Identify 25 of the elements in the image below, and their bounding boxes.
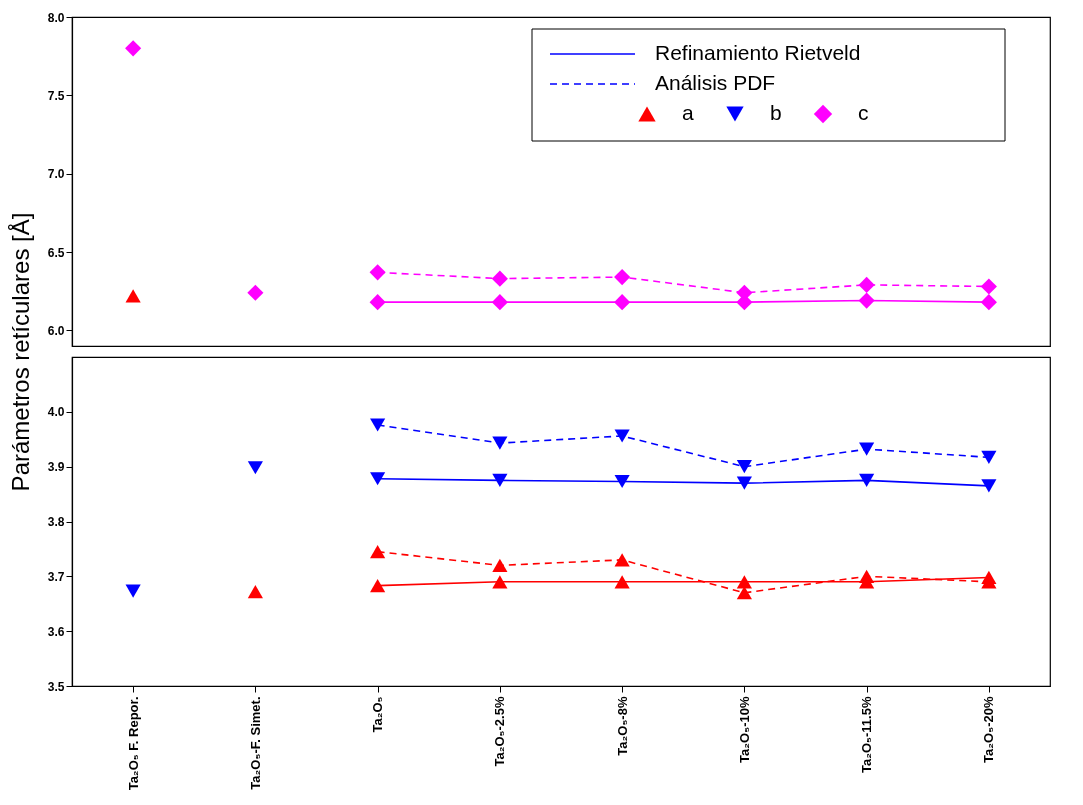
y-tick-label: 8.0 <box>47 10 65 25</box>
y-tick-label: 6.5 <box>47 245 65 260</box>
y-tick-label: 3.7 <box>47 569 65 584</box>
y-tick-label: 7.5 <box>47 88 65 103</box>
legend-label: a <box>682 101 694 124</box>
x-tick-label: Ta₂O₅-F. Simet. <box>247 696 263 790</box>
x-tick-label: Ta₂O₅-8% <box>614 696 630 756</box>
x-tick-label: Ta₂O₅ F. Repor. <box>125 696 141 791</box>
legend-label: b <box>770 101 782 124</box>
legend-label: Análisis PDF <box>655 71 776 94</box>
x-tick-label: Ta₂O₅ <box>370 696 386 733</box>
y-tick-label: 3.9 <box>47 460 65 475</box>
y-tick-label: 4.0 <box>47 405 65 420</box>
x-tick-label: Ta₂O₅-20% <box>981 696 997 763</box>
x-tick-label: Ta₂O₅-2.5% <box>492 696 508 767</box>
y-tick-label: 6.0 <box>47 323 65 338</box>
y-tick-label: 3.6 <box>47 624 65 639</box>
y-tick-label: 7.0 <box>47 167 65 182</box>
legend-label: Refinamiento Rietveld <box>655 41 861 64</box>
y-axis-title: Parámetros retículares [Å] <box>6 212 34 492</box>
x-tick-label: Ta₂O₅-11.5% <box>859 696 875 774</box>
y-tick-label: 3.5 <box>47 679 65 694</box>
y-tick-label: 3.8 <box>47 515 65 529</box>
x-tick-label: Ta₂O₅-10% <box>736 696 752 763</box>
legend-label: c <box>858 101 869 124</box>
